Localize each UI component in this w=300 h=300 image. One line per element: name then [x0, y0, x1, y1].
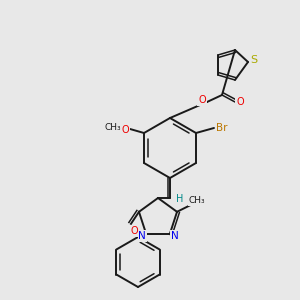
Text: N: N: [138, 231, 146, 241]
Text: O: O: [130, 226, 138, 236]
Text: H: H: [176, 194, 184, 204]
Text: O: O: [236, 97, 244, 107]
Text: O: O: [121, 125, 129, 135]
Text: Br: Br: [216, 123, 228, 133]
Text: CH₃: CH₃: [189, 196, 205, 205]
Text: N: N: [171, 231, 178, 241]
Text: S: S: [250, 55, 258, 65]
Text: CH₃: CH₃: [105, 124, 121, 133]
Text: O: O: [198, 95, 206, 105]
